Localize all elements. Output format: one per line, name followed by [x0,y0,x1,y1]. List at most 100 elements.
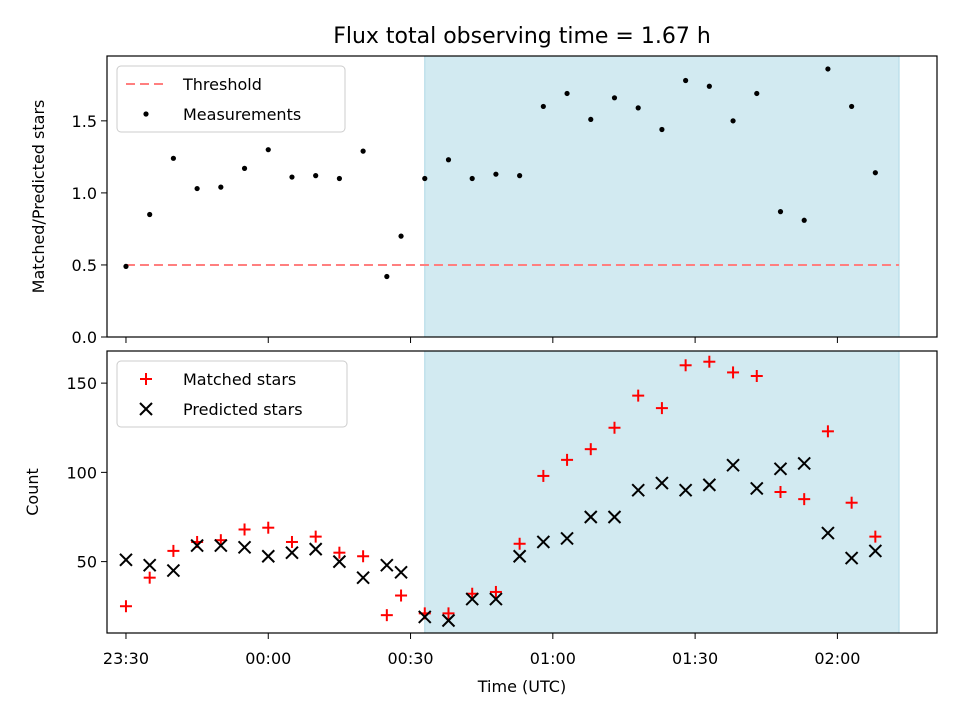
data-marker [238,523,251,536]
data-point [241,165,248,171]
data-marker [607,510,622,524]
legend-label: Measurements [183,105,301,124]
x-tick-label: 02:00 [814,649,860,668]
y-axis-label: Count [23,468,42,516]
data-marker [798,493,811,506]
data-point [825,66,831,72]
data-point [289,174,295,180]
data-point [445,157,452,163]
y-tick-label: 1.0 [72,184,97,203]
data-marker [750,481,764,496]
data-marker [845,496,858,509]
data-marker [513,537,526,550]
data-marker [821,526,835,540]
y-tick-label: 1.5 [72,112,97,131]
data-point [123,263,129,269]
data-point [564,90,570,97]
data-point [360,148,366,154]
data-point [540,103,546,110]
data-marker [489,585,502,598]
legend-label: Matched stars [183,370,296,389]
data-marker [166,563,181,578]
data-marker [442,607,455,620]
y-tick-label: 100 [66,463,97,482]
data-marker [655,402,668,415]
data-point [611,95,618,101]
data-point [170,155,176,161]
data-marker [332,554,347,569]
legend-box [116,65,346,133]
data-point [398,233,404,239]
chart-title: Flux total observing time = 1.67 h [333,24,711,49]
data-point [635,105,641,111]
axes-frame [106,55,938,338]
data-point [588,116,594,123]
data-marker [380,609,393,622]
data-point [517,173,523,179]
data-marker [584,510,598,524]
data-marker [631,483,645,497]
legend-label: Threshold [182,75,262,94]
legend-marker [140,373,152,385]
data-marker [285,535,298,548]
data-point [801,217,807,223]
data-point [849,103,855,110]
data-marker [395,589,408,602]
data-marker [750,369,763,382]
data-marker [655,476,669,490]
data-marker [309,530,322,543]
data-marker [726,458,740,472]
data-point [730,118,736,124]
data-marker [357,550,370,563]
data-marker [214,538,228,553]
data-marker [844,551,859,565]
x-tick-label: 00:30 [387,649,433,668]
data-marker [797,456,811,471]
data-marker [119,600,132,613]
x-tick-label: 23:30 [103,649,149,668]
data-marker [512,549,527,563]
y-tick-label: 50 [77,553,97,572]
data-marker [237,540,252,555]
y-tick-label: 150 [66,374,97,393]
data-marker [285,545,299,560]
data-point [218,184,224,190]
data-point [384,273,390,280]
observing-window-span [424,350,900,634]
y-tick-label: 0.0 [72,328,97,347]
data-marker [142,558,157,572]
data-marker [560,531,574,546]
y-axis-label: Matched/Predicted stars [29,100,48,294]
data-marker [308,542,323,556]
data-point [265,147,271,153]
data-marker [608,421,621,434]
data-point [336,175,342,182]
data-marker [441,613,456,628]
data-marker [702,478,717,492]
data-marker [167,544,180,557]
data-point [313,173,319,179]
data-point [659,126,665,133]
x-axis-label: Time (UTC) [477,677,566,696]
data-marker [679,359,692,372]
legend-marker [143,111,149,117]
data-point [777,209,784,215]
data-point [469,175,475,182]
ratio-panel: 0.0 0.5 1.0 1.5 Matched/Predicted stars Thres… [29,55,938,347]
data-point [706,83,712,89]
x-tick-label: 01:00 [530,649,576,668]
data-marker [143,571,156,584]
data-point [683,77,689,84]
data-point [493,171,499,177]
data-marker [774,486,787,498]
data-marker [262,521,275,534]
data-marker [190,538,204,553]
x-tick-label: 01:30 [672,649,718,668]
data-marker [703,355,716,368]
data-marker [380,558,394,572]
legend-label: Predicted stars [183,400,303,419]
data-marker [333,546,346,559]
data-marker [418,610,432,624]
data-marker [584,443,597,456]
data-marker [868,544,883,558]
